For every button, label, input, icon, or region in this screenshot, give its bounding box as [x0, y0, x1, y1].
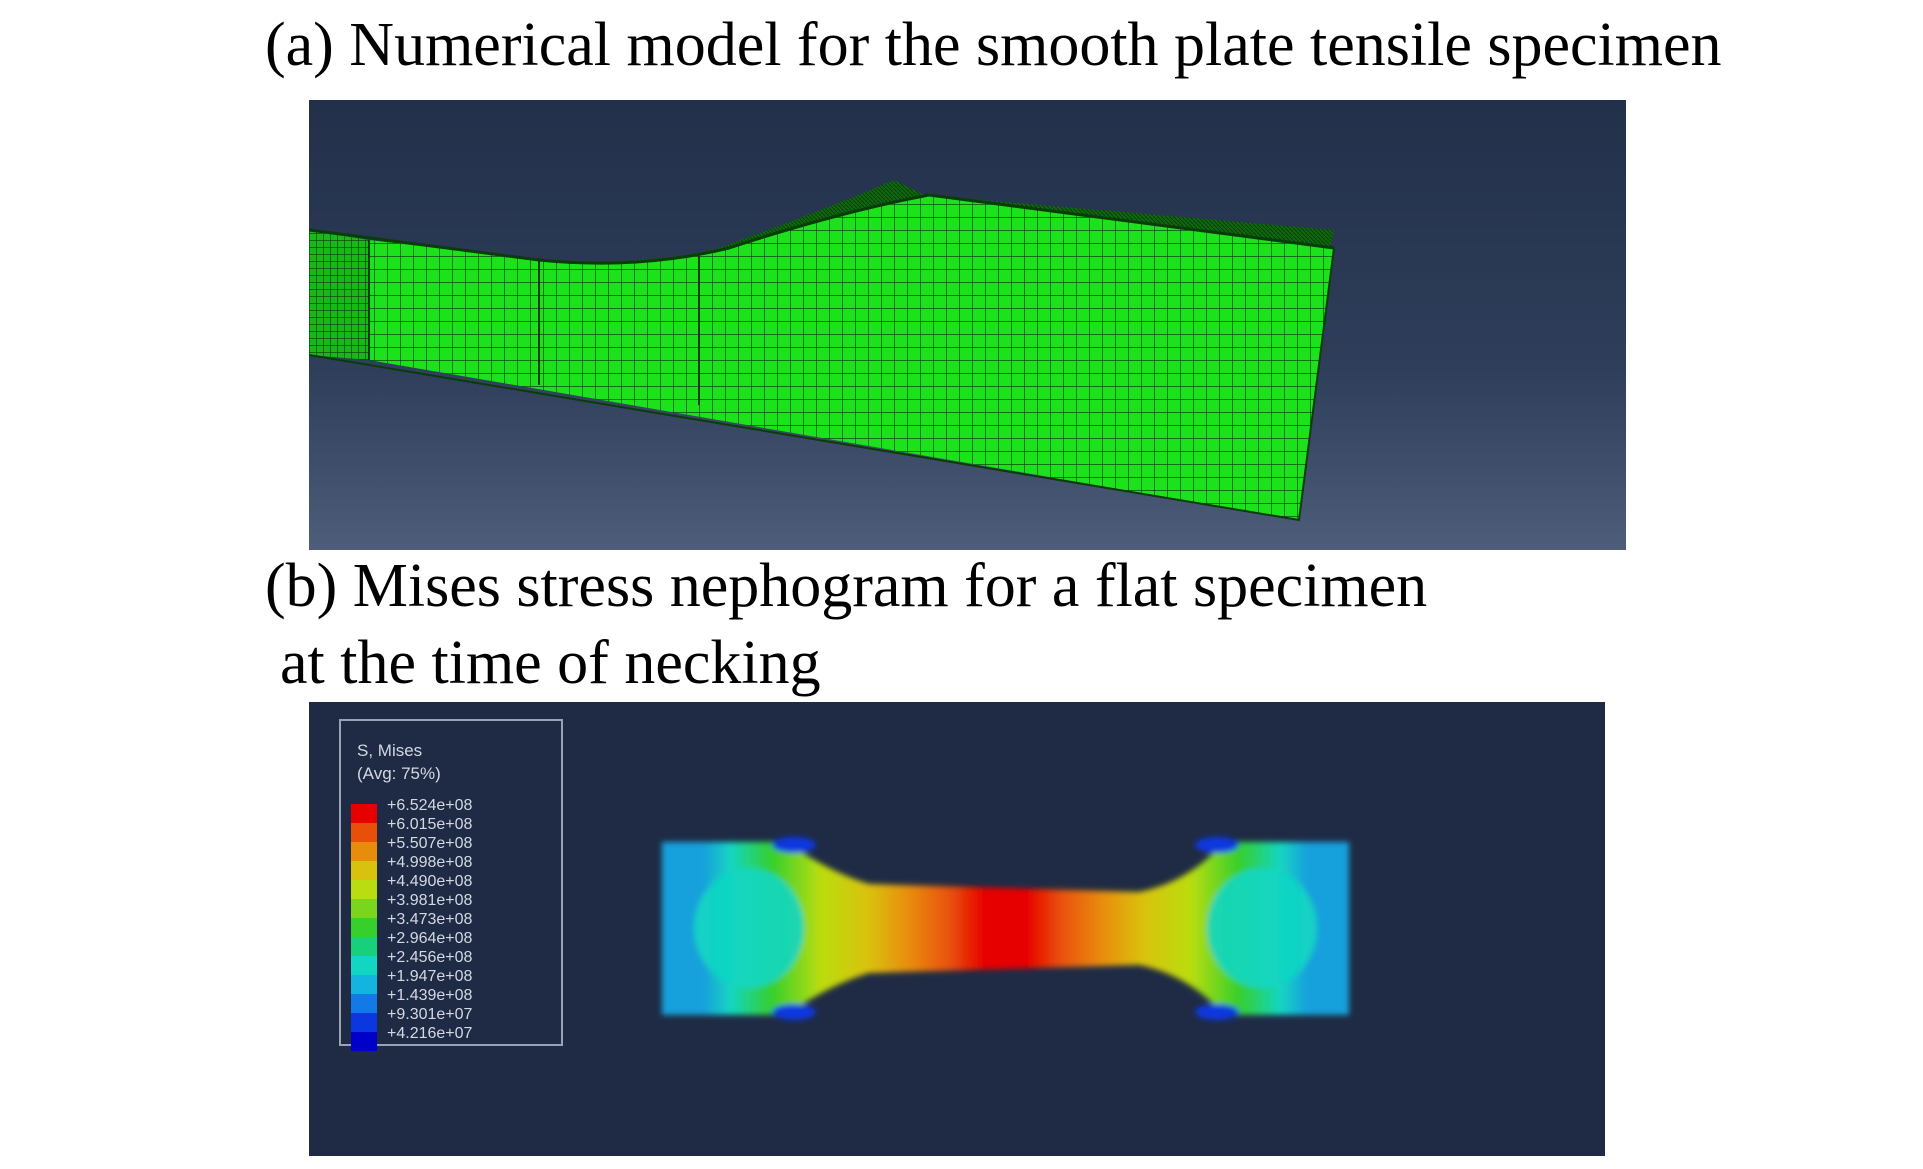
caption-b-line2: at the time of necking: [280, 629, 821, 697]
legend-value: +1.947e+08: [387, 968, 473, 985]
legend-swatch: [351, 823, 377, 842]
caption-a: (a) Numerical model for the smooth plate…: [265, 11, 1722, 79]
legend-color-scale: [351, 804, 377, 1051]
stress-concentration-bottom-left: [772, 1004, 816, 1020]
legend-value: +5.507e+08: [387, 835, 473, 852]
stress-concentration-top-right: [1195, 837, 1239, 853]
left-grip-contour: [694, 868, 804, 988]
legend-subtitle: (Avg: 75%): [357, 764, 441, 783]
legend-title: S, Mises: [357, 741, 422, 760]
mesh-side-face: [369, 195, 1334, 520]
legend-value: +3.981e+08: [387, 892, 473, 909]
mesh-model-view: [309, 100, 1626, 550]
legend-value: +2.964e+08: [387, 930, 473, 947]
legend-swatch: [351, 899, 377, 918]
legend-value: +4.490e+08: [387, 873, 473, 890]
legend-swatch: [351, 842, 377, 861]
legend-swatch: [351, 918, 377, 937]
legend-value: +6.524e+08: [387, 797, 473, 814]
legend-swatch: [351, 880, 377, 899]
stress-concentration-bottom-right: [1195, 1004, 1239, 1020]
legend-value: +4.998e+08: [387, 854, 473, 871]
legend-swatch: [351, 1032, 377, 1051]
mesh-partition-lines: [368, 240, 700, 405]
legend-value-labels: +6.524e+08 +6.015e+08 +5.507e+08 +4.998e+08…: [387, 797, 473, 1042]
legend-value: +9.301e+07: [387, 1006, 473, 1023]
legend-swatch: [351, 975, 377, 994]
stress-nephogram-panel: S, Mises (Avg: 75%) +6.524e+08 +6.015e+08…: [309, 702, 1605, 1156]
mesh-grip-region: [309, 230, 369, 360]
mesh-top-edge: [309, 193, 1335, 265]
dogbone-specimen: [662, 837, 1349, 1020]
legend-swatch: [351, 994, 377, 1013]
legend-swatch: [351, 804, 377, 823]
legend-value: +3.473e+08: [387, 911, 473, 928]
stress-nephogram-view: S, Mises (Avg: 75%) +6.524e+08 +6.015e+08…: [339, 719, 1349, 1051]
legend-swatch: [351, 861, 377, 880]
legend-value: +4.216e+07: [387, 1025, 473, 1042]
specimen-stress-field: [662, 842, 1349, 1015]
caption-b-line1: (b) Mises stress nephogram for a flat sp…: [265, 552, 1428, 620]
legend-swatch: [351, 1013, 377, 1032]
right-grip-contour: [1207, 868, 1317, 988]
mesh-model-panel: [309, 100, 1626, 550]
legend-box: [339, 719, 563, 1046]
legend-value: +2.456e+08: [387, 949, 473, 966]
legend-value: +6.015e+08: [387, 816, 473, 833]
legend-swatch: [351, 937, 377, 956]
stress-concentration-top-left: [772, 837, 816, 853]
legend-swatch: [351, 956, 377, 975]
legend-value: +1.439e+08: [387, 987, 473, 1004]
mesh-bottom-edge: [309, 247, 1335, 522]
